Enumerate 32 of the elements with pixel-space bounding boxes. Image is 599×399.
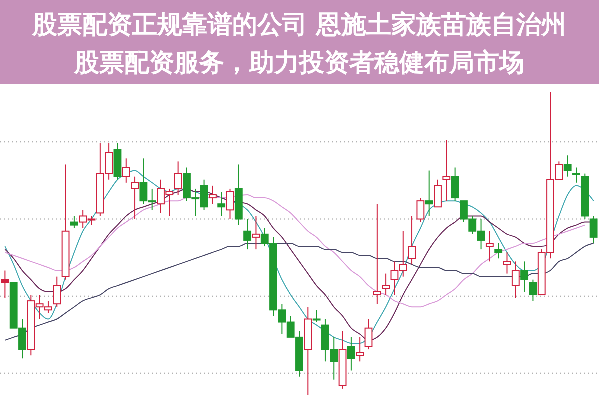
candlestick (494, 243, 503, 260)
candlestick (503, 252, 512, 274)
candlestick (244, 218, 252, 250)
candlestick (218, 191, 226, 217)
candlestick (408, 216, 416, 266)
candlestick (1, 270, 10, 299)
candlestick (122, 158, 130, 184)
candlestick (347, 336, 356, 372)
candlestick (252, 216, 260, 250)
candlestick (208, 185, 217, 205)
candlestick (416, 198, 425, 223)
candlestick (356, 336, 364, 362)
candlestick (486, 230, 494, 262)
candlestick (434, 179, 442, 208)
candlestick (442, 140, 451, 202)
candlestick (373, 204, 382, 305)
candlestick (70, 216, 78, 229)
candlestick (520, 261, 529, 292)
candlestick (382, 273, 390, 296)
candlestick (131, 176, 139, 220)
candlestick (174, 161, 182, 196)
candlestick (572, 167, 580, 184)
candlestick (364, 318, 373, 350)
candlestick (226, 188, 234, 220)
candlestick (529, 279, 538, 302)
candlestick (512, 261, 520, 299)
candlestick (53, 276, 62, 308)
candlestick (425, 170, 434, 217)
candlestick (564, 155, 572, 178)
candlestick (451, 167, 460, 202)
chart-title: 股票配资正规靠谱的公司 恩施土家族苗族自治州股票配资服务，助力投资者稳健布局市场 (32, 10, 566, 77)
candlestick (590, 216, 598, 244)
